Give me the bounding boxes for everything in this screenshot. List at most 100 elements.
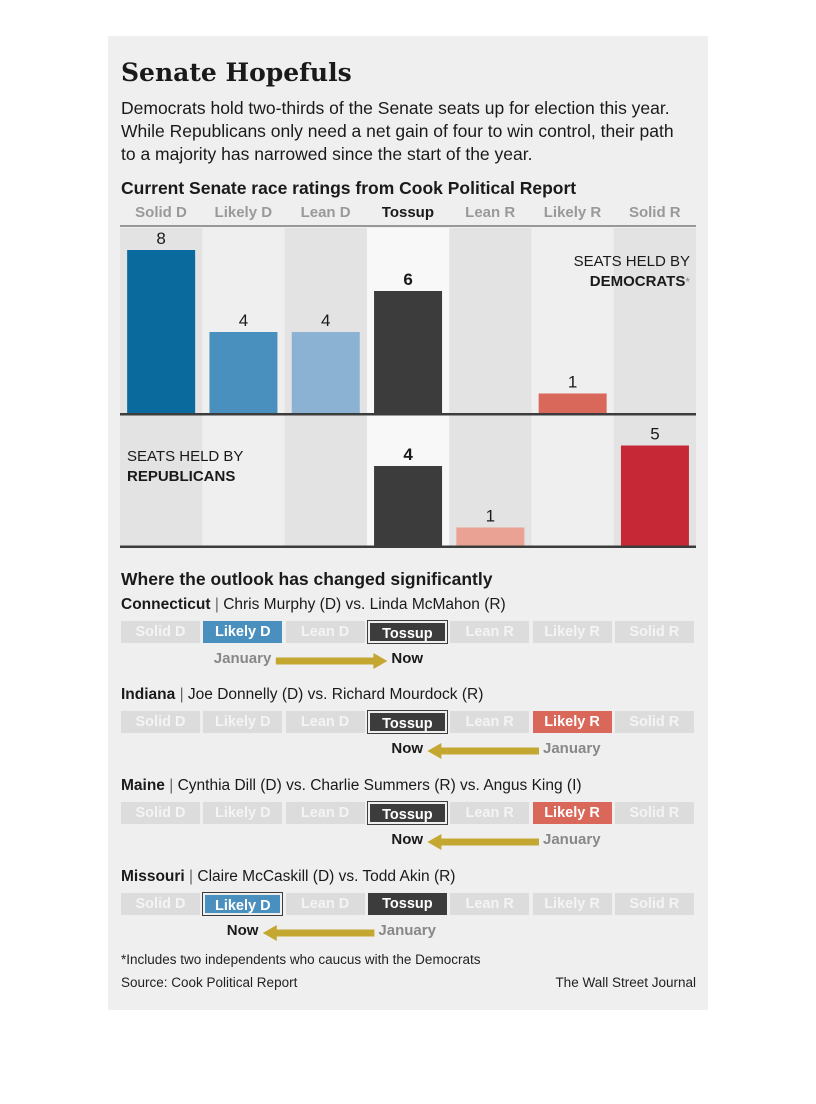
rep-label-line2: REPUBLICANS: [127, 468, 236, 485]
rating-pill-1: Likely D: [203, 711, 283, 733]
rating-pill-3: Tossup: [367, 893, 447, 915]
rating-pill-6: Solid R: [614, 802, 694, 824]
january-label: January: [543, 831, 601, 848]
rep-label-line1: SEATS HELD BY: [127, 448, 244, 465]
dem-bar-0: [127, 250, 196, 414]
january-label: January: [543, 740, 601, 757]
rating-pill-6: Solid R: [614, 711, 694, 733]
race-candidates: Cynthia Dill (D) vs. Charlie Summers (R)…: [177, 777, 582, 794]
dem-label-mark: *: [685, 275, 690, 289]
rep-value-label-4: 1: [486, 507, 495, 526]
rating-pill-1: Likely D: [203, 621, 283, 643]
graphic-title: Senate Hopefuls: [121, 58, 352, 87]
column-band-4: [449, 228, 532, 548]
now-label: Now: [391, 740, 424, 757]
dem-bar-1: [209, 332, 278, 414]
dem-value-label-5: 1: [568, 373, 577, 392]
arrow-icon: [427, 743, 539, 759]
arrow-icon: [275, 653, 388, 669]
rating-pill-0: Solid D: [121, 893, 200, 915]
rating-pill-3: Tossup: [366, 801, 448, 825]
dem-value-label-3: 6: [403, 270, 412, 289]
rating-pill-2: Lean D: [285, 711, 365, 733]
race-title-1: Indiana | Joe Donnelly (D) vs. Richard M…: [121, 686, 484, 703]
change-arrow-row: January Now: [121, 831, 696, 853]
source-note: Source: Cook Political Report: [121, 975, 298, 990]
rating-pill-2: Lean D: [285, 893, 365, 915]
rating-pill-5: Likely R: [532, 711, 612, 733]
now-label: Now: [391, 650, 424, 667]
rating-scale-row: Solid D Likely D Lean D Tossup Lean R Likely …: [121, 710, 696, 734]
now-label: Now: [391, 831, 424, 848]
rating-pill-2: Lean D: [285, 621, 365, 643]
race-candidates: Chris Murphy (D) vs. Linda McMahon (R): [223, 596, 506, 613]
arrow-shape: [427, 834, 539, 850]
rep-baseline: [120, 545, 696, 548]
dem-value-label-1: 4: [239, 311, 248, 330]
category-label-1: Likely D: [214, 204, 273, 221]
rating-pill-4: Lean R: [450, 711, 530, 733]
credit: The Wall Street Journal: [555, 975, 696, 990]
dem-bar-2: [291, 332, 360, 414]
arrow-shape: [262, 925, 375, 941]
dem-value-label-0: 8: [156, 229, 165, 248]
dem-label-line1: SEATS HELD BY: [573, 253, 690, 270]
change-arrow-row: January Now: [121, 922, 696, 944]
race-state: Indiana: [121, 686, 176, 703]
rating-pill-4: Lean R: [450, 893, 530, 915]
rating-pill-4: Lean R: [450, 621, 530, 643]
rating-pill-4: Lean R: [450, 802, 530, 824]
rating-scale-row: Solid D Likely D Lean D Tossup Lean R Likely …: [121, 892, 696, 916]
race-title-2: Maine | Cynthia Dill (D) vs. Charlie Sum…: [121, 777, 582, 794]
rep-bar-3: [374, 466, 443, 548]
rating-pill-1: Likely D: [203, 802, 283, 824]
arrow-shape: [427, 743, 539, 759]
rep-value-label-6: 5: [650, 425, 659, 444]
category-label-4: Lean R: [465, 204, 516, 221]
footnote: *Includes two independents who caucus wi…: [121, 952, 481, 967]
top-rule: [120, 225, 696, 227]
dem-bar-3: [374, 291, 443, 414]
rating-pill-6: Solid R: [614, 893, 694, 915]
rating-pill-5: Likely R: [532, 621, 612, 643]
rating-pill-2: Lean D: [285, 802, 365, 824]
rating-pill-0: Solid D: [121, 621, 200, 643]
rep-bar-4: [456, 527, 525, 548]
change-arrow-row: January Now: [121, 740, 696, 762]
race-state: Connecticut: [121, 596, 211, 613]
change-arrow-row: January Now: [121, 650, 696, 672]
category-label-0: Solid D: [135, 204, 187, 221]
arrow-icon: [262, 925, 375, 941]
race-state: Maine: [121, 777, 165, 794]
dem-baseline: [120, 413, 696, 416]
rating-pill-0: Solid D: [121, 711, 200, 733]
rating-pill-6: Solid R: [614, 621, 694, 643]
category-label-3: Tossup: [381, 204, 434, 221]
intro-text: Democrats hold two-thirds of the Senate …: [121, 98, 674, 164]
dem-series-label: SEATS HELD BY DEMOCRATS*: [520, 252, 690, 292]
ratings-bar-chart: 8 4 4 6 1 4 1 5: [120, 228, 696, 548]
race-title-0: Connecticut | Chris Murphy (D) vs. Linda…: [121, 596, 506, 613]
rating-pill-3: Tossup: [366, 710, 448, 734]
dem-label-line2: DEMOCRATS: [589, 273, 686, 290]
race-candidates: Joe Donnelly (D) vs. Richard Mourdock (R…: [187, 686, 484, 703]
rep-series-label: SEATS HELD BY REPUBLICANS: [127, 447, 243, 487]
category-label-6: Solid R: [628, 204, 681, 221]
race-state: Missouri: [121, 868, 185, 885]
category-label-2: Lean D: [300, 204, 351, 221]
arrow-shape: [275, 653, 388, 669]
category-label-5: Likely R: [543, 204, 602, 221]
rating-pill-0: Solid D: [121, 802, 200, 824]
rating-pill-5: Likely R: [532, 893, 612, 915]
changes-title: Where the outlook has changed significan…: [121, 569, 493, 589]
rating-pill-3: Tossup: [366, 620, 448, 644]
chart-title: Current Senate race ratings from Cook Po…: [121, 178, 577, 198]
arrow-icon: [427, 834, 539, 850]
race-title-3: Missouri | Claire McCaskill (D) vs. Todd…: [121, 868, 456, 885]
race-candidates: Claire McCaskill (D) vs. Todd Akin (R): [197, 868, 456, 885]
rep-value-label-3: 4: [403, 445, 413, 464]
rating-pill-5: Likely R: [532, 802, 612, 824]
january-label: January: [378, 922, 436, 939]
rating-scale-row: Solid D Likely D Lean D Tossup Lean R Likely …: [121, 801, 696, 825]
january-label: January: [213, 650, 272, 667]
